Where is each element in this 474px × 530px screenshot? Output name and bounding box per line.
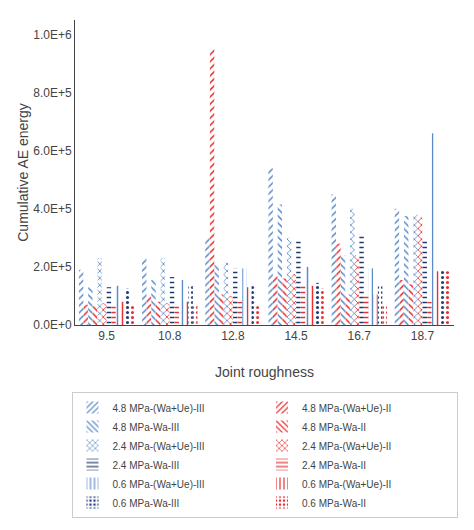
- svg-text:4.8 MPa-(Wa+Ue)-III: 4.8 MPa-(Wa+Ue)-III: [113, 403, 205, 414]
- svg-text:0.6 MPa-(Wa+Ue)-II: 0.6 MPa-(Wa+Ue)-II: [302, 479, 391, 490]
- svg-text:16.7: 16.7: [348, 329, 372, 343]
- svg-text:8.0E+5: 8.0E+5: [33, 86, 72, 100]
- svg-text:4.8 MPa-Wa-II: 4.8 MPa-Wa-II: [302, 422, 366, 433]
- svg-text:6.0E+5: 6.0E+5: [33, 144, 72, 158]
- svg-text:10.8: 10.8: [158, 329, 182, 343]
- svg-text:4.8 MPa-(Wa+Ue)-II: 4.8 MPa-(Wa+Ue)-II: [302, 403, 391, 414]
- svg-text:1.0E+6: 1.0E+6: [33, 28, 72, 42]
- svg-text:18.7: 18.7: [411, 329, 435, 343]
- svg-text:2.0E+5: 2.0E+5: [33, 260, 72, 274]
- svg-text:12.8: 12.8: [221, 329, 245, 343]
- svg-text:2.4 MPa-Wa-II: 2.4 MPa-Wa-II: [302, 460, 366, 471]
- svg-text:0.6 MPa-(Wa+Ue)-III: 0.6 MPa-(Wa+Ue)-III: [113, 479, 205, 490]
- svg-text:2.4 MPa-Wa-III: 2.4 MPa-Wa-III: [113, 460, 180, 471]
- svg-text:Joint roughness: Joint roughness: [215, 364, 314, 380]
- svg-text:2.4 MPa-(Wa+Ue)-III: 2.4 MPa-(Wa+Ue)-III: [113, 441, 205, 452]
- svg-text:2.4 MPa-(Wa+Ue)-II: 2.4 MPa-(Wa+Ue)-II: [302, 441, 391, 452]
- svg-text:0.0E+0: 0.0E+0: [33, 318, 72, 332]
- svg-text:9.5: 9.5: [98, 329, 115, 343]
- svg-text:0.6 MPa-Wa-III: 0.6 MPa-Wa-III: [113, 498, 180, 509]
- svg-text:14.5: 14.5: [284, 329, 308, 343]
- svg-text:4.0E+5: 4.0E+5: [33, 202, 72, 216]
- svg-text:Cumulative AE energy: Cumulative AE energy: [15, 103, 31, 242]
- svg-text:4.8 MPa-Wa-III: 4.8 MPa-Wa-III: [113, 422, 180, 433]
- svg-text:0.6 MPa-Wa-II: 0.6 MPa-Wa-II: [302, 498, 366, 509]
